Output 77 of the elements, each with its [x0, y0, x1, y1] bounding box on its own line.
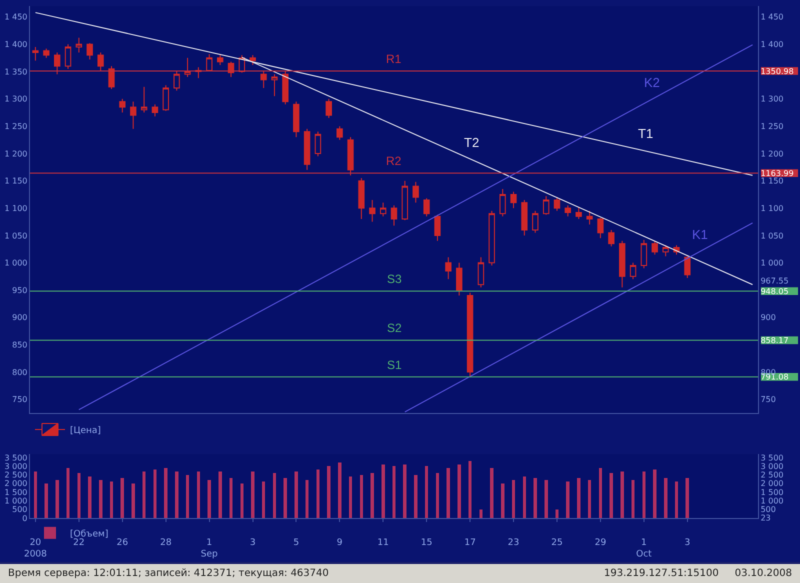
y2-tick-label: 3 500 [760, 453, 784, 462]
y2-tick-label: 1 000 [760, 496, 784, 506]
y2-tick-label: 2 000 [760, 479, 784, 488]
y-tick-label: 3 000 [4, 462, 28, 471]
y-tick-label: 2 000 [4, 479, 28, 488]
legend-label: [Объем] [70, 529, 108, 540]
y2-tick-label: 1 200 [760, 149, 784, 158]
y-tick-label: 0 [22, 514, 28, 523]
y2-tick-label: 967.55 [760, 276, 789, 286]
y2-tick-label: 500 [760, 505, 776, 514]
text: Время сервера: 12:01:11; записей: 412371; текущая: 463740 [7, 568, 330, 579]
y-tick-label: 1 350 [4, 67, 28, 76]
y-tick-label: 850 [12, 340, 28, 350]
ref-line-label: R2 [386, 154, 402, 168]
ref-line-label: R1 [386, 52, 402, 66]
y-tick-label: 1 100 [4, 204, 28, 213]
x-tick-label: 22 [73, 538, 85, 548]
y2-tick-label: 1 400 [760, 40, 784, 50]
y2-tick-label: 1 100 [760, 204, 784, 213]
x-tick-label: 23 [508, 538, 520, 548]
x-tick-label: 29 [594, 538, 606, 548]
x-tick-label: 11 [377, 538, 389, 548]
y-tick-label: 1 200 [4, 149, 28, 158]
y-tick-label: 1 150 [4, 176, 28, 186]
x-tick-label: 26 [116, 538, 128, 548]
x-tick-label: 17 [464, 538, 476, 548]
x-tick-label: 5 [293, 538, 300, 548]
x-tick-label: 9 [336, 538, 343, 548]
y2-tick-label: 1 450 [760, 12, 784, 22]
y2-tick-label: 750 [760, 395, 776, 404]
y2-tick-label: 1 150 [760, 176, 784, 186]
y2-tick-label: 3 000 [760, 462, 784, 471]
x-tick-label: 1 Sep [200, 538, 218, 560]
y-tick-label: 750 [12, 395, 28, 404]
y2-tick-label: 1 300 [760, 94, 784, 104]
text: 03.10.2008 [734, 568, 793, 579]
y-tick-label: 2 500 [4, 470, 28, 480]
y-tick-label: 1 050 [4, 231, 28, 240]
y-tick-label: 800 [12, 368, 28, 377]
y2-tick-label: 23 [760, 513, 771, 522]
x-tick-label: 1 Oct [636, 538, 652, 560]
y2-tick-label: 948.05 [760, 286, 789, 296]
y2-tick-label: 1350.98 [760, 66, 794, 76]
x-tick-label: 28 [160, 538, 172, 548]
text: 193.219.127.51:15100 [603, 568, 720, 579]
series-label: K1 [692, 227, 708, 242]
x-tick-label: 25 [551, 538, 563, 548]
y-tick-label: 500 [12, 505, 28, 514]
y-tick-label: 1 450 [4, 12, 28, 22]
y-tick-label: 1 300 [4, 94, 28, 104]
y-tick-label: 3 500 [4, 453, 28, 462]
series-label: T2 [464, 135, 480, 150]
y-tick-label: 1 000 [4, 258, 28, 268]
y2-tick-label: 1163.99 [760, 168, 794, 178]
series-label: T1 [638, 126, 654, 141]
ref-line-label: S1 [387, 358, 402, 372]
y2-tick-label: 1 000 [760, 258, 784, 268]
y2-tick-label: 858.17 [760, 336, 789, 346]
y2-tick-label: 1 250 [760, 122, 784, 131]
x-tick-label: 3 [250, 538, 256, 548]
y-tick-label: 1 250 [4, 122, 28, 131]
legend-label: [Цена] [70, 426, 101, 436]
y-tick-label: 1 000 [4, 496, 28, 506]
y-tick-label: 950 [12, 286, 28, 295]
y2-tick-label: 1 050 [760, 231, 784, 240]
y-tick-label: 900 [12, 313, 28, 322]
ref-line-label: S3 [387, 272, 402, 286]
x-tick-label: 20 2008 [24, 538, 48, 560]
series-label: K2 [644, 75, 660, 90]
y-tick-label: 1 500 [4, 488, 28, 497]
ref-line-label: S2 [387, 321, 402, 335]
y-tick-label: 1 400 [4, 40, 28, 50]
y2-tick-label: 900 [760, 313, 776, 322]
x-tick-label: 15 [420, 538, 432, 548]
y2-tick-label: 1 500 [760, 488, 784, 497]
y2-tick-label: 2 500 [760, 470, 784, 480]
x-tick-label: 3 [684, 538, 690, 548]
